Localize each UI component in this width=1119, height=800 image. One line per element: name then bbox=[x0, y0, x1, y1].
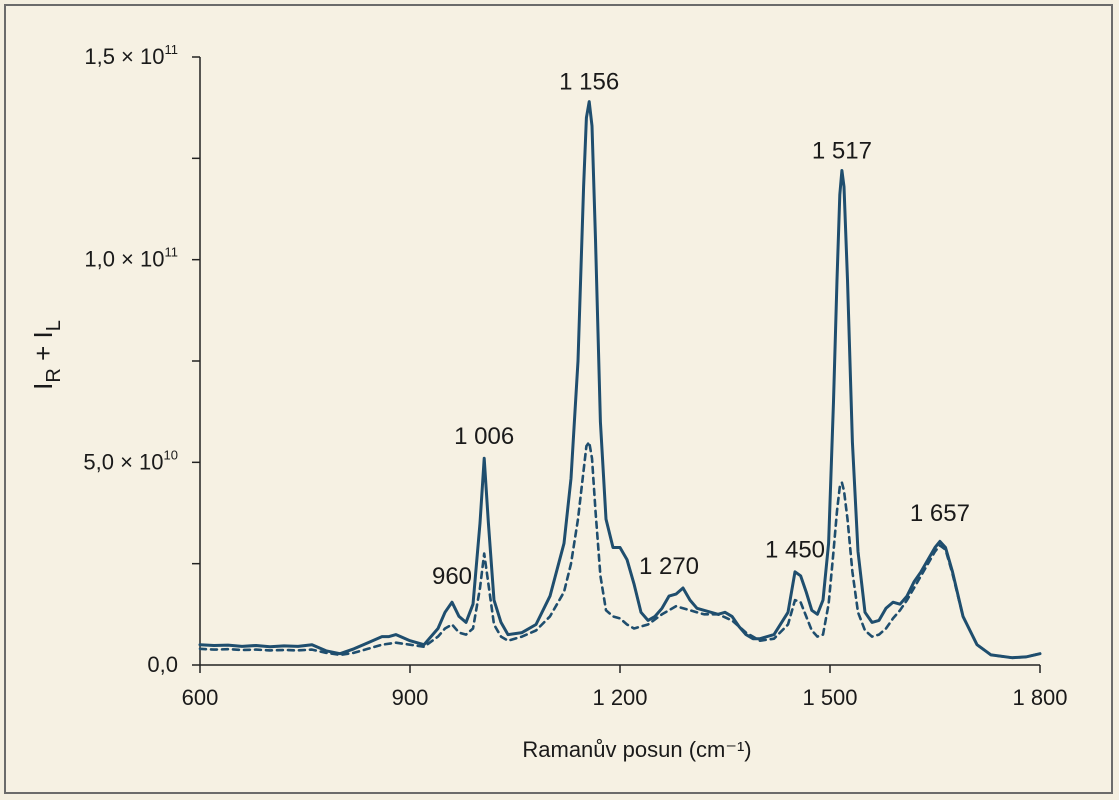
x-tick-label: 600 bbox=[182, 685, 219, 710]
x-axis-title: Ramanův posun (cm⁻¹) bbox=[522, 737, 751, 762]
y-tick-label-exponent: 11 bbox=[165, 42, 179, 57]
peak-label: 1 006 bbox=[454, 423, 514, 450]
y-axis-title-base2: I bbox=[28, 331, 58, 338]
peak-label: 1 517 bbox=[812, 137, 872, 164]
axes: 600 900 1 200 1 500 1 800 0,0 5,0 × 1010 1,0 × … bbox=[83, 42, 1067, 710]
peak-label: 1 156 bbox=[559, 68, 619, 95]
y-tick-label-exponent: 11 bbox=[165, 245, 179, 260]
x-tick-label: 900 bbox=[392, 685, 429, 710]
peak-label: 1 450 bbox=[765, 537, 825, 564]
y-tick-label-mantissa: 5,0 × 10 bbox=[83, 449, 163, 474]
y-axis-title: IR + IL bbox=[28, 320, 65, 390]
series-line-solid bbox=[198, 100, 1042, 660]
y-axis-title-sub1: R bbox=[43, 368, 65, 382]
series-group bbox=[198, 100, 1042, 660]
y-tick-label-exponent: 10 bbox=[164, 447, 178, 462]
peak-label: 1 270 bbox=[639, 553, 699, 580]
peak-labels: 960 1 006 1 156 1 270 1 450 1 517 1 657 bbox=[432, 68, 970, 590]
series-line-dashed bbox=[198, 440, 1042, 659]
y-tick-label-mantissa: 1,0 × 10 bbox=[84, 247, 164, 272]
peak-label: 960 bbox=[432, 563, 472, 590]
x-tick-label: 1 500 bbox=[802, 685, 857, 710]
peak-label: 1 657 bbox=[910, 500, 970, 527]
y-tick-label-mantissa: 1,5 × 10 bbox=[84, 44, 164, 69]
y-tick-label: 5,0 × 1010 bbox=[83, 447, 178, 474]
y-tick-label-mantissa: 0,0 bbox=[147, 652, 178, 677]
x-tick-label: 1 800 bbox=[1012, 685, 1067, 710]
x-tick-label: 1 200 bbox=[592, 685, 647, 710]
y-axis-title-sub2: L bbox=[43, 320, 65, 331]
y-tick-label: 1,0 × 1011 bbox=[84, 245, 178, 272]
y-axis-title-base: I bbox=[28, 383, 58, 390]
chart-frame bbox=[4, 4, 1113, 794]
y-tick-label: 0,0 bbox=[147, 652, 178, 677]
y-axis-title-plus: + bbox=[28, 339, 58, 369]
y-tick-label: 1,5 × 1011 bbox=[84, 42, 178, 69]
